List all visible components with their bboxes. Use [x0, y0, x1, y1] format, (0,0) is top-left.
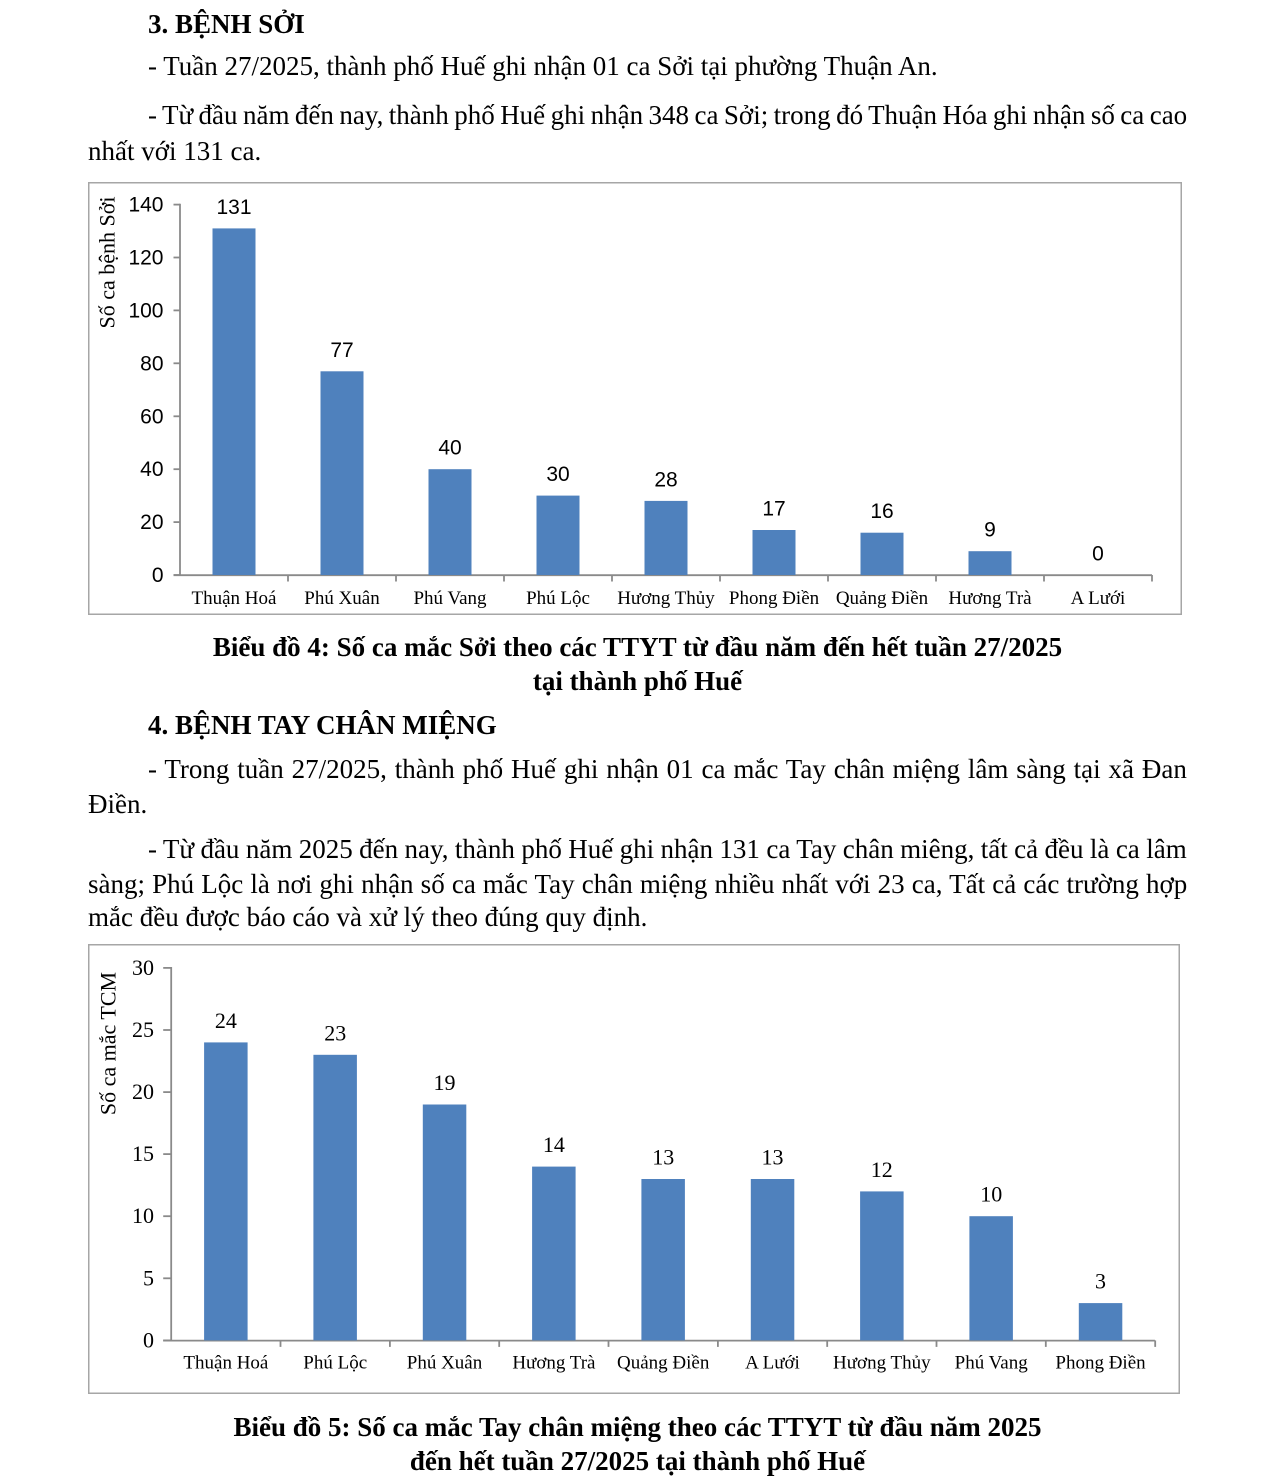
svg-text:25: 25 — [132, 1017, 154, 1042]
svg-text:28: 28 — [654, 468, 677, 491]
svg-text:Số ca bệnh Sởi: Số ca bệnh Sởi — [95, 196, 120, 328]
svg-text:Phong Điền: Phong Điền — [729, 588, 820, 609]
svg-text:9: 9 — [984, 519, 996, 542]
svg-text:131: 131 — [216, 196, 251, 219]
svg-text:0: 0 — [152, 564, 164, 587]
svg-text:Phong Điền: Phong Điền — [1055, 1353, 1146, 1374]
svg-text:23: 23 — [324, 1020, 346, 1045]
svg-text:40: 40 — [140, 458, 163, 481]
svg-text:60: 60 — [140, 405, 163, 428]
svg-text:100: 100 — [128, 299, 163, 322]
svg-text:10: 10 — [980, 1182, 1002, 1207]
svg-text:140: 140 — [128, 194, 163, 217]
svg-text:20: 20 — [132, 1079, 154, 1104]
svg-text:16: 16 — [870, 500, 893, 523]
svg-text:15: 15 — [132, 1141, 154, 1166]
svg-text:14: 14 — [543, 1132, 565, 1157]
svg-text:30: 30 — [546, 463, 569, 486]
svg-text:13: 13 — [652, 1145, 674, 1170]
svg-text:Phú Vang: Phú Vang — [413, 588, 487, 609]
svg-text:12: 12 — [871, 1157, 893, 1182]
svg-text:24: 24 — [215, 1008, 237, 1033]
svg-text:Hương Trà: Hương Trà — [948, 588, 1032, 609]
svg-text:5: 5 — [143, 1265, 154, 1290]
svg-text:77: 77 — [330, 339, 353, 362]
svg-text:Phú Lộc: Phú Lộc — [526, 588, 590, 609]
svg-text:0: 0 — [143, 1327, 154, 1352]
svg-text:Phú Xuân: Phú Xuân — [407, 1353, 483, 1374]
svg-text:19: 19 — [434, 1070, 456, 1095]
svg-text:3: 3 — [1095, 1269, 1106, 1294]
svg-text:80: 80 — [140, 352, 163, 375]
svg-text:Quảng Điền: Quảng Điền — [617, 1353, 710, 1374]
svg-text:Phú Xuân: Phú Xuân — [304, 588, 380, 609]
svg-text:Hương Thủy: Hương Thủy — [617, 588, 715, 609]
svg-text:40: 40 — [438, 437, 461, 460]
svg-text:10: 10 — [132, 1203, 154, 1228]
svg-text:120: 120 — [128, 247, 163, 270]
svg-text:Hương Trà: Hương Trà — [512, 1353, 596, 1374]
svg-text:Thuận Hoá: Thuận Hoá — [183, 1353, 269, 1374]
svg-text:A Lưới: A Lưới — [745, 1353, 800, 1374]
svg-text:Phú Vang: Phú Vang — [955, 1353, 1029, 1374]
svg-text:Hương Thủy: Hương Thủy — [833, 1353, 931, 1374]
svg-text:A Lưới: A Lưới — [1071, 588, 1126, 609]
svg-text:20: 20 — [140, 511, 163, 534]
svg-text:Số ca mắc TCM: Số ca mắc TCM — [96, 972, 121, 1115]
svg-text:0: 0 — [1092, 543, 1104, 566]
svg-text:17: 17 — [762, 498, 785, 521]
svg-text:30: 30 — [132, 955, 154, 980]
svg-text:Phú Lộc: Phú Lộc — [303, 1353, 367, 1374]
svg-text:Thuận Hoá: Thuận Hoá — [192, 588, 278, 609]
svg-text:13: 13 — [762, 1145, 784, 1170]
svg-text:Quảng Điền: Quảng Điền — [836, 588, 929, 609]
